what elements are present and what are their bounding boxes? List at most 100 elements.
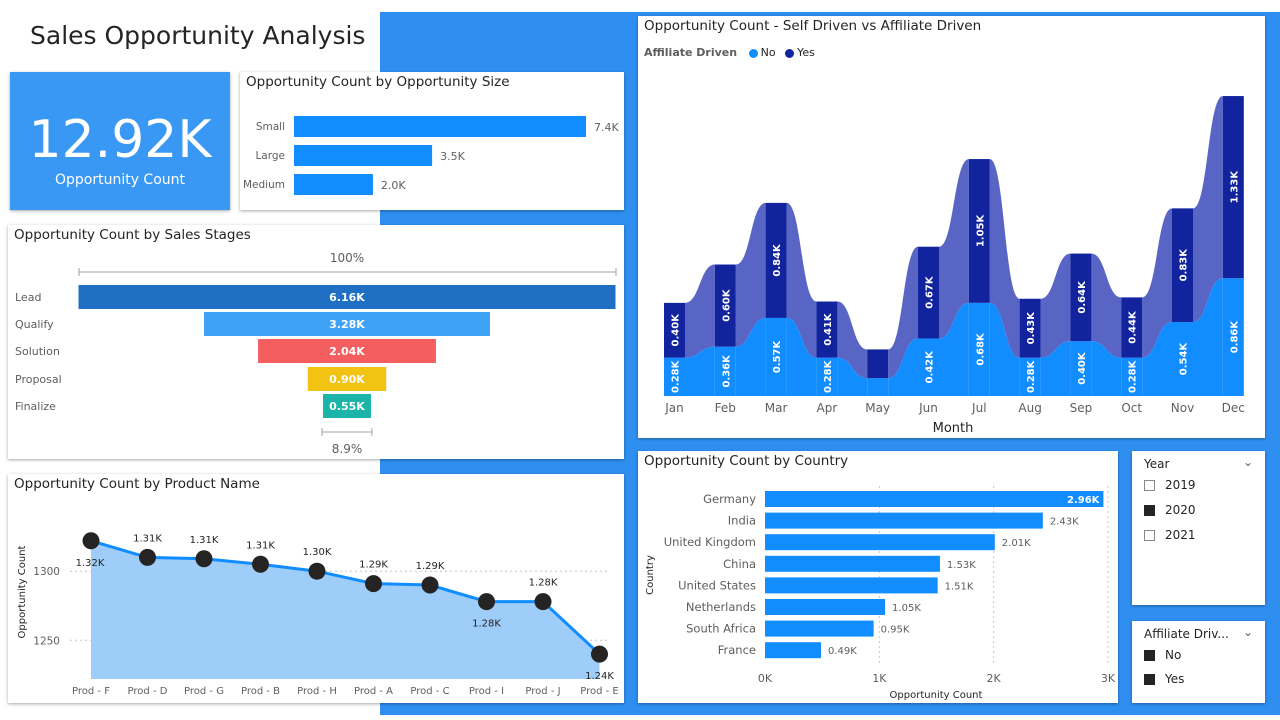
slicer-item-no[interactable]: No <box>1144 648 1181 662</box>
country-y-axis-title: Country <box>645 555 656 595</box>
month-x-label: Mar <box>765 401 788 415</box>
month-no-value-label: 0.28K <box>671 359 682 393</box>
month-yes-value-label: 0.84K <box>772 243 783 277</box>
country-bar <box>765 642 822 659</box>
legend-yes-dot <box>785 48 795 58</box>
product-x-label: Prod - D <box>128 686 168 697</box>
month-no-bar <box>1070 341 1092 396</box>
checkbox-checked-icon[interactable] <box>1144 674 1155 685</box>
product-point <box>365 575 382 593</box>
month-yes-bar <box>816 301 838 358</box>
stage-value-label: 0.55K <box>329 400 365 413</box>
size-chart-title: Opportunity Count by Opportunity Size <box>246 74 510 90</box>
slicer-item-2019[interactable]: 2019 <box>1144 478 1196 492</box>
month-no-bar <box>714 346 736 396</box>
monthly-chart-panel[interactable]: Opportunity Count - Self Driven vs Affil… <box>638 16 1265 438</box>
month-no-value-label: 0.57K <box>772 340 783 374</box>
monthly-chart: 0.28K 0.40K Jan 0.36K 0.60K Feb 0.57K 0.84K Mar 0… <box>664 96 1245 436</box>
slicer-item-2020[interactable]: 2020 <box>1144 503 1196 517</box>
size-chart-panel[interactable]: Opportunity Count by Opportunity Size Sm… <box>240 72 624 210</box>
month-no-value-label: 0.28K <box>1128 359 1139 393</box>
month-x-label: Feb <box>715 401 736 415</box>
country-value-label: 2.01K <box>1002 538 1031 549</box>
product-y-axis-title: Opportunity Count <box>17 545 28 638</box>
stage-label: Lead <box>15 291 41 304</box>
month-no-value-label: 0.86K <box>1229 320 1240 354</box>
month-yes-bar <box>1070 253 1092 342</box>
year-slicer[interactable]: Year ⌄ 2019 2020 2021 <box>1132 451 1265 605</box>
slicer-item-label: Yes <box>1165 672 1185 686</box>
slicer-item-yes[interactable]: Yes <box>1144 672 1184 686</box>
country-chart: 0K 1K 2K 3K Germany 2.96K India 2.43K United Kin… <box>645 486 1116 701</box>
month-yes-value-label: 0.60K <box>721 288 732 322</box>
product-x-label: Prod - E <box>580 686 619 697</box>
chevron-down-icon[interactable]: ⌄ <box>1242 455 1253 469</box>
country-value-label: 0.49K <box>828 646 857 657</box>
product-data-label: 1.31K <box>133 533 162 544</box>
country-label: Germany <box>703 492 756 506</box>
month-yes-value-label: 0.83K <box>1179 248 1190 282</box>
product-y-tick: 1250 <box>33 635 60 647</box>
ribbon-yes-band <box>685 96 1223 379</box>
country-value-label: 2.96K <box>1067 495 1101 506</box>
product-point <box>195 550 213 568</box>
country-bar <box>765 534 995 551</box>
month-yes-value-label: 0.67K <box>925 275 936 309</box>
country-label: India <box>728 514 756 528</box>
country-value-label: 1.53K <box>947 560 976 571</box>
checkbox-checked-icon[interactable] <box>1144 505 1155 516</box>
product-y-tick: 1300 <box>33 566 60 578</box>
size-category-label: Small <box>256 121 285 133</box>
legend-title: Affiliate Driven <box>644 46 738 59</box>
country-bar <box>765 599 886 615</box>
size-category-label: Medium <box>243 179 285 191</box>
slicer-item-label: 2020 <box>1165 503 1196 517</box>
product-data-label: 1.28K <box>529 578 558 589</box>
checkbox-icon[interactable] <box>1144 480 1155 491</box>
month-yes-value-label: 0.40K <box>671 313 682 347</box>
product-chart-panel[interactable]: Opportunity Count by Product Name 1250 13… <box>8 474 624 703</box>
stages-chart: 100% Lead 6.16K Qualify 3.28K Solution 2.04K Pr… <box>15 251 617 456</box>
size-category-label: Large <box>255 150 285 162</box>
product-point <box>308 562 326 580</box>
country-chart-panel[interactable]: Opportunity Count by Country 0K 1K 2K 3K Ger… <box>638 451 1118 703</box>
country-x-tick: 1K <box>872 672 887 685</box>
product-data-label: 1.31K <box>246 540 275 551</box>
chevron-down-icon[interactable]: ⌄ <box>1242 625 1253 639</box>
stage-value-label: 2.04K <box>329 345 365 358</box>
month-x-label: Jan <box>664 401 684 415</box>
stages-chart-title: Opportunity Count by Sales Stages <box>14 227 251 243</box>
month-no-value-label: 0.42K <box>925 350 936 384</box>
slicer-item-label: 2021 <box>1165 528 1196 542</box>
slicer-item-label: No <box>1165 648 1182 662</box>
checkbox-icon[interactable] <box>1144 530 1155 541</box>
slicer-item-2021[interactable]: 2021 <box>1144 528 1196 542</box>
product-x-label: Prod - G <box>184 686 224 697</box>
country-value-label: 2.43K <box>1050 517 1079 528</box>
country-value-label: 1.51K <box>945 581 974 592</box>
month-yes-bar <box>714 264 736 347</box>
country-value-label: 1.05K <box>892 603 921 614</box>
monthly-chart-title: Opportunity Count - Self Driven vs Affil… <box>644 18 982 34</box>
month-x-label: Apr <box>817 401 838 415</box>
product-line <box>90 539 601 656</box>
stages-chart-panel[interactable]: Opportunity Count by Sales Stages 100% Le… <box>8 225 624 459</box>
month-no-value-label: 0.40K <box>1077 351 1088 385</box>
kpi-card[interactable]: 12.92K Opportunity Count <box>10 72 230 210</box>
month-no-value-label: 0.68K <box>975 332 986 366</box>
checkbox-checked-icon[interactable] <box>1144 650 1155 661</box>
legend-no-label[interactable]: No <box>760 46 776 59</box>
size-chart: Small 7.4K Large 3.5K Medium 2.0K <box>243 116 619 195</box>
month-no-value-label: 0.28K <box>823 359 834 393</box>
product-point <box>534 593 552 611</box>
stage-label: Proposal <box>15 373 62 386</box>
month-yes-value-label: 1.33K <box>1229 170 1240 204</box>
month-x-label: Aug <box>1018 401 1041 415</box>
affiliate-slicer[interactable]: Affiliate Driv... ⌄ No Yes <box>1132 621 1265 703</box>
stage-label: Finalize <box>15 400 56 413</box>
legend-yes-label[interactable]: Yes <box>797 46 815 59</box>
month-yes-bar <box>1121 297 1143 358</box>
month-no-bar <box>664 357 685 396</box>
affiliate-slicer-title: Affiliate Driv... <box>1144 627 1229 641</box>
legend-no-dot <box>748 48 758 58</box>
